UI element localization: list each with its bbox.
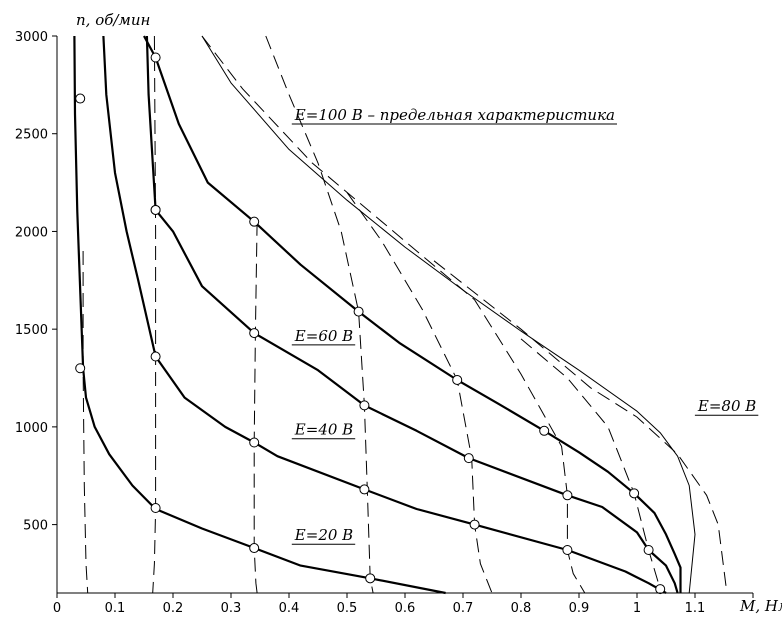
x-tick-label: 1 xyxy=(633,601,641,616)
y-tick-label: 2000 xyxy=(15,225,48,240)
y-tick-label: 3000 xyxy=(15,30,48,45)
y-tick-label: 500 xyxy=(23,519,48,534)
annotation-label: E=40 В xyxy=(294,421,353,439)
series-lines xyxy=(73,35,696,595)
data-point-marker xyxy=(469,519,480,530)
annotation-label: E=100 В – предельная характеристика xyxy=(294,106,615,124)
data-point-marker xyxy=(249,216,260,227)
x-axis-label: M, Нм xyxy=(739,597,782,615)
x-tick-label: 0.8 xyxy=(511,601,532,616)
dashed-curve xyxy=(520,338,661,590)
data-point-marker xyxy=(562,545,573,556)
x-tick-label: 0.1 xyxy=(105,601,126,616)
x-tick-label: 0.9 xyxy=(569,601,590,616)
series-line xyxy=(73,35,446,595)
series-line xyxy=(143,35,682,593)
x-tick-label: 0.2 xyxy=(163,601,184,616)
data-point-marker xyxy=(249,328,260,339)
dashed-curve xyxy=(433,260,728,594)
dashed-curve xyxy=(253,221,258,594)
x-tick-labels: 0 0.1 0.2 0.3 0.4 0.5 0.6 0.7 0.8 0.9 1 1.1 xyxy=(53,601,705,616)
data-point-marker xyxy=(365,573,376,584)
data-point-marker xyxy=(249,543,260,554)
data-point-marker xyxy=(539,425,550,436)
axes xyxy=(52,35,754,598)
data-point-marker xyxy=(452,374,463,385)
data-point-marker xyxy=(150,502,161,513)
data-point-marker xyxy=(629,488,640,499)
series-line xyxy=(145,35,679,594)
series-line xyxy=(201,35,696,594)
data-point-marker xyxy=(75,93,86,104)
dashed-curve xyxy=(82,251,89,594)
dashed-curve xyxy=(152,35,157,594)
data-point-marker xyxy=(150,351,161,362)
x-tick-label: 0.3 xyxy=(221,601,242,616)
x-tick-label: 0.5 xyxy=(337,601,358,616)
annotation-label: E=60 В xyxy=(294,327,353,345)
x-tick-label: 0 xyxy=(53,601,61,616)
y-tick-label: 1000 xyxy=(15,421,48,436)
data-point-marker xyxy=(463,453,474,464)
data-point-marker xyxy=(562,490,573,501)
data-markers xyxy=(75,52,666,595)
data-point-marker xyxy=(75,363,86,374)
x-tick-label: 1.1 xyxy=(685,601,706,616)
y-tick-label: 1500 xyxy=(15,323,48,338)
data-point-marker xyxy=(150,204,161,215)
annotations: E=100 В – предельная характеристика E=60 … xyxy=(291,106,759,545)
data-point-marker xyxy=(643,545,654,556)
annotation-label: E=20 В xyxy=(294,526,353,544)
annotation-label: E=80 В xyxy=(697,397,756,415)
y-tick-labels: 500 1000 1500 2000 2500 3000 xyxy=(15,30,48,534)
y-axis-label: n, об/мин xyxy=(76,11,150,29)
dashed-curve xyxy=(346,192,493,594)
data-point-marker xyxy=(249,437,260,448)
dashed-curves xyxy=(82,35,728,594)
x-tick-label: 0.4 xyxy=(279,601,300,616)
data-point-marker xyxy=(150,52,161,63)
data-point-marker xyxy=(655,584,666,595)
data-point-marker xyxy=(359,484,370,495)
x-tick-label: 0.7 xyxy=(453,601,474,616)
y-tick-label: 2500 xyxy=(15,128,48,143)
x-tick-label: 0.6 xyxy=(395,601,416,616)
data-point-marker xyxy=(353,306,364,317)
dashed-curve xyxy=(265,35,374,594)
dashed-curve xyxy=(201,35,586,594)
data-point-marker xyxy=(359,400,370,411)
